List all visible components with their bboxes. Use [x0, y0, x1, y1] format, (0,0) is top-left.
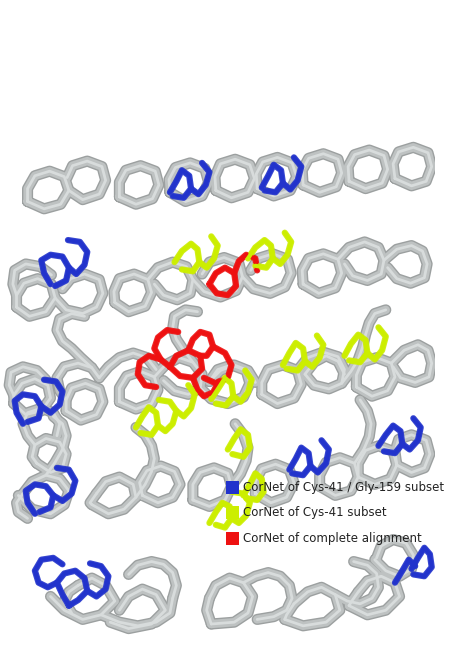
Text: CorNet of complete alignment: CorNet of complete alignment — [243, 532, 422, 545]
Text: CorNet of Cys-41 subset: CorNet of Cys-41 subset — [243, 506, 387, 519]
Text: CorNet of Cys-41 / Gly-159 subset: CorNet of Cys-41 / Gly-159 subset — [243, 481, 444, 494]
Bar — [227, 506, 238, 520]
Bar — [227, 481, 238, 494]
Bar — [227, 532, 238, 545]
